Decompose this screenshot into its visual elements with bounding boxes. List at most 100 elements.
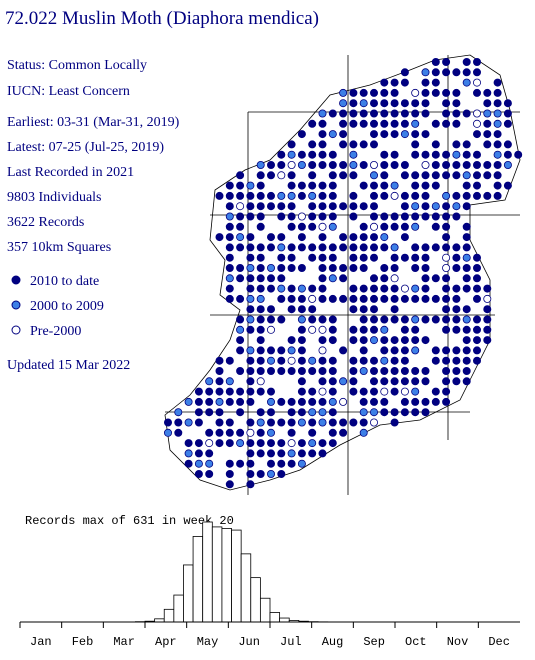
record-dot — [277, 202, 286, 211]
record-dot — [390, 408, 399, 417]
record-dot — [318, 140, 327, 149]
record-dot — [483, 88, 492, 97]
record-dot — [225, 243, 234, 252]
month-label: Jul — [280, 635, 302, 649]
record-dot — [339, 109, 348, 118]
record-dot — [359, 202, 368, 211]
record-dot — [256, 408, 265, 417]
record-dot — [442, 99, 451, 108]
record-dot — [472, 181, 481, 190]
record-dot — [215, 377, 224, 386]
record-dot — [277, 253, 286, 262]
record-dot — [493, 119, 502, 128]
record-dot — [411, 253, 420, 262]
legend-label: 2010 to date — [30, 274, 99, 289]
record-dot — [246, 263, 255, 272]
record-dot — [349, 325, 358, 334]
record-dot — [349, 356, 358, 365]
record-dot — [369, 109, 378, 118]
record-dot — [246, 469, 255, 478]
record-dot — [472, 68, 481, 77]
record-dot — [390, 336, 399, 345]
record-dot — [462, 336, 471, 345]
record-dot — [328, 253, 337, 262]
record-dot — [421, 408, 430, 417]
record-dot — [380, 88, 389, 97]
record-dot — [380, 243, 389, 252]
record-dot — [400, 212, 409, 221]
record-dot — [297, 459, 306, 468]
record-dot — [287, 397, 296, 406]
record-dot — [266, 397, 275, 406]
record-dot — [246, 202, 255, 211]
record-dot — [194, 418, 203, 427]
record-dot — [442, 191, 451, 200]
record-dot — [411, 243, 420, 252]
record-dot — [349, 294, 358, 303]
record-dot — [205, 408, 214, 417]
record-dot — [287, 150, 296, 159]
record-dot — [483, 99, 492, 108]
week-bar — [183, 564, 194, 623]
record-dot — [205, 459, 214, 468]
week-bar — [240, 553, 252, 623]
record-dot — [236, 274, 245, 283]
record-dot — [297, 325, 306, 334]
record-dot — [380, 377, 389, 386]
record-dot — [297, 439, 306, 448]
record-dot — [442, 356, 451, 365]
legend: 2010 to date 2000 to 2009 Pre-2000 — [11, 274, 104, 339]
record-dot — [256, 387, 265, 396]
record-dot — [411, 181, 420, 190]
record-dot — [493, 140, 502, 149]
record-dot — [452, 377, 461, 386]
record-dot — [359, 387, 368, 396]
record-dot — [174, 408, 183, 417]
record-dot — [328, 315, 337, 324]
record-dot — [308, 418, 317, 427]
record-dot — [256, 336, 265, 345]
record-dot — [400, 68, 409, 77]
record-dot — [411, 263, 420, 272]
record-dot — [442, 212, 451, 221]
record-dot — [297, 160, 306, 169]
record-dot — [442, 119, 451, 128]
record-dot — [421, 78, 430, 87]
record-dot — [266, 439, 275, 448]
record-dot — [349, 253, 358, 262]
record-dot — [287, 253, 296, 262]
record-dot — [380, 366, 389, 375]
record-dot — [256, 294, 265, 303]
record-dot — [380, 274, 389, 283]
record-dot — [421, 243, 430, 252]
record-dot — [483, 284, 492, 293]
record-dot — [328, 109, 337, 118]
record-dot — [431, 346, 440, 355]
record-dot — [462, 346, 471, 355]
info-line: IUCN: Least Concern — [7, 84, 130, 99]
month-label: May — [197, 635, 219, 649]
record-dot — [328, 274, 337, 283]
record-dot — [349, 366, 358, 375]
record-dot — [380, 150, 389, 159]
record-dot — [225, 253, 234, 262]
record-dot — [287, 305, 296, 314]
record-dot — [256, 171, 265, 180]
record-dot — [246, 397, 255, 406]
record-dot — [421, 336, 430, 345]
record-dot — [236, 191, 245, 200]
record-dot — [431, 119, 440, 128]
record-dot — [380, 284, 389, 293]
record-dot — [256, 377, 265, 386]
record-dot — [421, 109, 430, 118]
month-label: Aug — [322, 635, 344, 649]
record-dot — [493, 191, 502, 200]
record-dot — [349, 387, 358, 396]
record-dot — [390, 253, 399, 262]
record-dot — [369, 88, 378, 97]
record-dot — [442, 233, 451, 242]
record-dot — [246, 387, 255, 396]
record-dot — [308, 243, 317, 252]
record-dot — [225, 418, 234, 427]
record-dot — [359, 428, 368, 437]
